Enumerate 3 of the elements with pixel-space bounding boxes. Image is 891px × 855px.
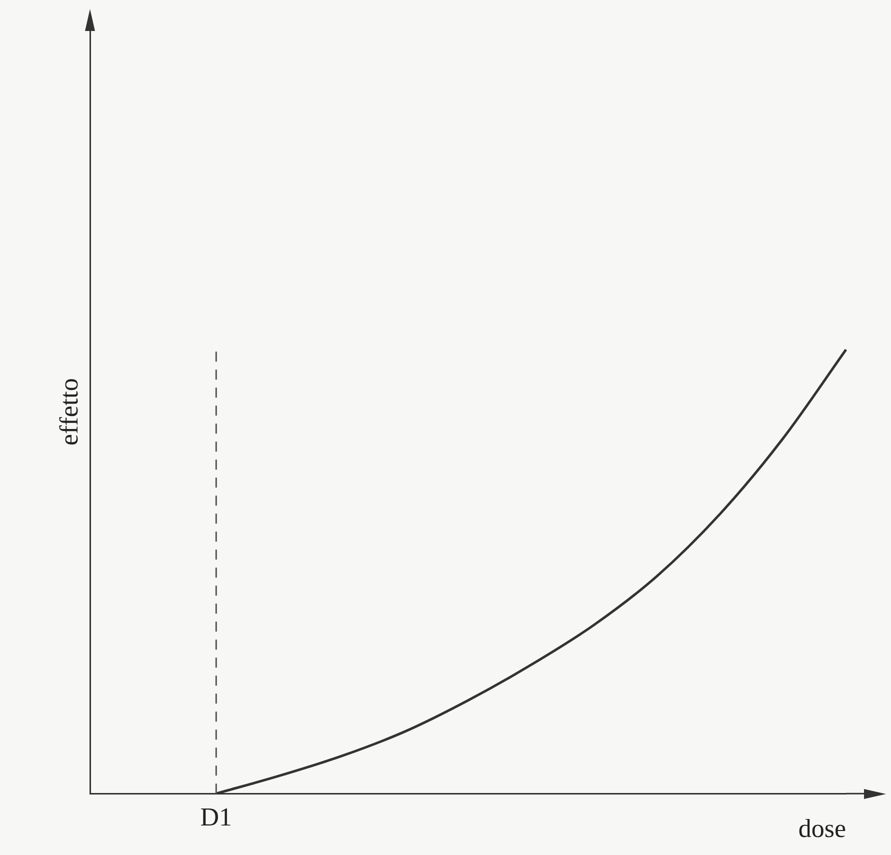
x-axis-title: dose [798,814,846,844]
text: D1 [200,802,232,832]
y-axis-title: effetto [54,378,84,446]
